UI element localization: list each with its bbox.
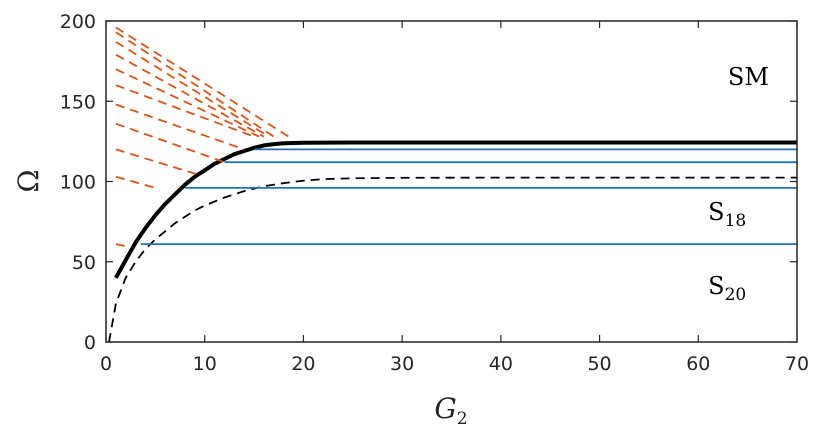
series-line-15 bbox=[115, 175, 156, 189]
x-tick-label: 20 bbox=[291, 353, 315, 375]
series-line-13 bbox=[115, 122, 225, 164]
x-tick-label: 70 bbox=[785, 353, 809, 375]
x-tick-label: 50 bbox=[587, 353, 611, 375]
labels-layer: G2 Ω bbox=[12, 169, 468, 426]
series-line-8 bbox=[115, 41, 270, 138]
y-tick-label: 100 bbox=[60, 172, 96, 194]
x-tick-label: 40 bbox=[489, 353, 513, 375]
x-tick-label: 60 bbox=[686, 353, 710, 375]
series-line-14 bbox=[115, 148, 201, 176]
y-tick-label: 200 bbox=[60, 11, 96, 33]
series-line-9 bbox=[115, 53, 265, 138]
y-tick-label: 50 bbox=[72, 252, 96, 274]
region-label: SM bbox=[728, 63, 769, 91]
series-layer bbox=[108, 26, 797, 342]
series-line-12 bbox=[115, 103, 245, 151]
x-tick-label: 10 bbox=[193, 353, 217, 375]
series-line-7 bbox=[115, 31, 275, 138]
region-label: S20 bbox=[708, 272, 746, 305]
plot-frame bbox=[105, 20, 798, 343]
y-tick-label: 150 bbox=[60, 91, 96, 113]
series-line-6 bbox=[115, 26, 290, 138]
series-line-0 bbox=[114, 140, 797, 279]
series-line-16 bbox=[115, 243, 131, 249]
series-line-1 bbox=[108, 176, 797, 342]
x-axis-label: G2 bbox=[434, 392, 467, 426]
series-line-10 bbox=[115, 68, 260, 138]
x-tick-label: 0 bbox=[100, 353, 112, 375]
y-tick-label: 0 bbox=[84, 332, 96, 354]
ticks-layer: 0 10 20 30 40 50 60 70 0 50 100 150 200 bbox=[60, 11, 809, 375]
series-line-11 bbox=[115, 84, 255, 138]
x-tick-label: 30 bbox=[390, 353, 414, 375]
annotations-layer: SM S18 S20 bbox=[708, 63, 769, 305]
y-axis-label: Ω bbox=[12, 169, 45, 192]
region-label: S18 bbox=[708, 198, 746, 231]
